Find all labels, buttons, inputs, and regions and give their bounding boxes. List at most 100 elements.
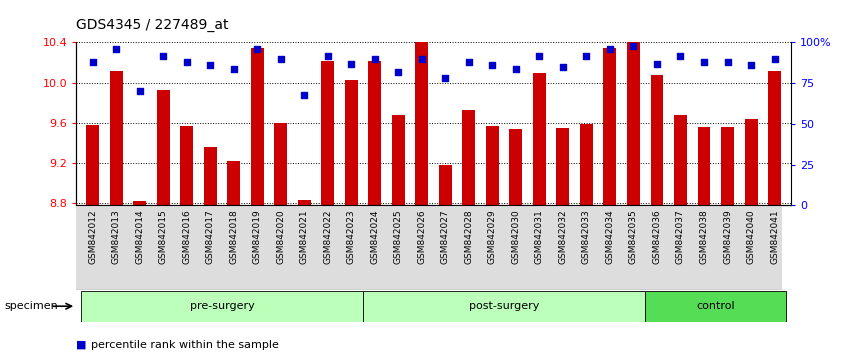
Text: ■: ■ (76, 340, 86, 350)
Text: GSM842034: GSM842034 (606, 210, 614, 264)
Bar (463, 110, 475, 205)
Point (250, 46, 264, 52)
Bar (250, 47, 264, 205)
Text: percentile rank within the sample: percentile rank within the sample (91, 340, 279, 350)
Text: pre-surgery: pre-surgery (190, 301, 255, 311)
Bar (439, 165, 452, 205)
Text: GSM842026: GSM842026 (417, 210, 426, 264)
Point (133, 88, 146, 94)
Point (85, 59, 99, 65)
Text: control: control (696, 301, 735, 311)
Point (298, 92, 311, 97)
Point (157, 53, 170, 58)
Bar (81, 291, 363, 321)
Bar (133, 201, 146, 205)
Text: GSM842030: GSM842030 (511, 210, 520, 264)
Bar (157, 90, 169, 205)
Point (509, 66, 523, 72)
Bar (651, 75, 663, 205)
Bar (368, 61, 382, 205)
Point (368, 56, 382, 62)
Text: GSM842041: GSM842041 (770, 210, 779, 264)
Text: GSM842035: GSM842035 (629, 210, 638, 264)
Bar (486, 126, 499, 205)
Point (744, 62, 758, 68)
Text: post-surgery: post-surgery (469, 301, 539, 311)
Text: GSM842022: GSM842022 (323, 210, 332, 264)
Bar (645, 291, 786, 321)
Bar (110, 71, 123, 205)
Bar (228, 161, 240, 205)
Bar (627, 42, 640, 205)
Bar (274, 123, 287, 205)
Text: GSM842025: GSM842025 (393, 210, 403, 264)
Text: GSM842033: GSM842033 (582, 210, 591, 264)
Point (697, 59, 711, 65)
Bar (768, 71, 781, 205)
Text: GSM842015: GSM842015 (159, 210, 168, 264)
Bar (533, 73, 546, 205)
Bar (698, 127, 711, 205)
Text: GSM842038: GSM842038 (700, 210, 708, 264)
Bar (744, 119, 757, 205)
Point (109, 46, 123, 52)
Text: GSM842032: GSM842032 (558, 210, 568, 264)
Point (651, 61, 664, 67)
Point (627, 43, 640, 48)
Point (721, 59, 734, 65)
Text: GSM842023: GSM842023 (347, 210, 356, 264)
Bar (603, 47, 617, 205)
Text: GSM842029: GSM842029 (488, 210, 497, 264)
Text: GSM842021: GSM842021 (299, 210, 309, 264)
Point (768, 56, 782, 62)
Text: GSM842039: GSM842039 (723, 210, 732, 264)
Point (486, 62, 499, 68)
Text: GSM842036: GSM842036 (652, 210, 662, 264)
Text: GSM842014: GSM842014 (135, 210, 144, 264)
Bar (86, 125, 99, 205)
Text: GSM842016: GSM842016 (182, 210, 191, 264)
Bar (363, 291, 645, 321)
Bar (721, 127, 734, 205)
Bar (180, 126, 193, 205)
Bar (321, 61, 334, 205)
Text: GSM842018: GSM842018 (229, 210, 239, 264)
Text: GSM842024: GSM842024 (371, 210, 379, 264)
Bar (509, 129, 522, 205)
Bar (204, 147, 217, 205)
Point (580, 53, 593, 58)
Point (415, 56, 429, 62)
Text: GSM842017: GSM842017 (206, 210, 215, 264)
Text: GDS4345 / 227489_at: GDS4345 / 227489_at (76, 18, 228, 32)
Text: GSM842040: GSM842040 (746, 210, 755, 264)
Point (673, 53, 687, 58)
Point (180, 59, 194, 65)
Bar (674, 115, 687, 205)
Bar (580, 124, 593, 205)
Bar (415, 14, 428, 205)
Text: GSM842013: GSM842013 (112, 210, 121, 264)
Text: GSM842020: GSM842020 (277, 210, 285, 264)
Bar (392, 115, 404, 205)
Point (344, 61, 358, 67)
Point (533, 53, 547, 58)
Text: GSM842031: GSM842031 (535, 210, 544, 264)
Point (203, 62, 217, 68)
Bar (557, 128, 569, 205)
Point (321, 53, 334, 58)
Bar (345, 80, 358, 205)
Text: GSM842027: GSM842027 (441, 210, 450, 264)
Text: GSM842019: GSM842019 (253, 210, 261, 264)
Point (603, 46, 617, 52)
Bar (298, 200, 310, 205)
Text: GSM842028: GSM842028 (464, 210, 474, 264)
Point (438, 75, 452, 81)
Point (227, 66, 240, 72)
Text: GSM842037: GSM842037 (676, 210, 685, 264)
Point (274, 56, 288, 62)
Point (392, 69, 405, 75)
Text: GSM842012: GSM842012 (88, 210, 97, 264)
Point (462, 59, 475, 65)
Text: specimen: specimen (4, 301, 58, 311)
Point (556, 64, 569, 70)
